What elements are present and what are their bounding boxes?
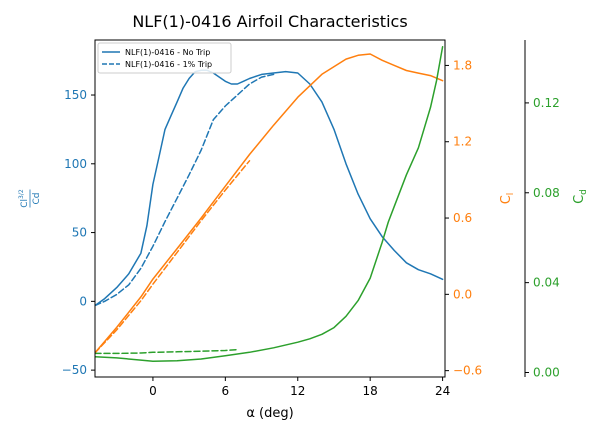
svg-text:Cl3/2: Cl3/2 [18,189,30,208]
legend: NLF(1)-0416 - No Trip NLF(1)-0416 - 1% Tr… [97,42,232,74]
cd-tick-label: 0.00 [533,366,560,380]
x-tick-label: 12 [290,384,305,398]
cl-axis-label: Cl [499,193,516,205]
cd-tick-label: 0.12 [533,96,560,110]
ld-tick-label: 0 [79,294,87,308]
cd-tick-label: 0.08 [533,186,560,200]
cl-tick-label: 0.0 [453,287,472,301]
chart-title: NLF(1)-0416 Airfoil Characteristics [132,12,407,31]
x-tick-label: 18 [363,384,378,398]
x-axis-label: α (deg) [246,406,293,421]
ld-axis-label: Cl3/2 Cd [18,189,42,208]
series-line-3 [95,53,444,354]
ld-tick-label: −50 [62,363,87,377]
cd-axis-label: Cd [572,189,589,204]
x-tick-label: 24 [435,384,450,398]
cl-tick-label: 1.8 [453,58,472,72]
series-line-6 [95,348,239,355]
cl-tick-label: 0.6 [453,211,472,225]
plot-area [95,45,444,363]
cl-tick-label: −0.6 [453,364,482,378]
x-tick-label: 0 [149,384,157,398]
legend-entry-1: NLF(1)-0416 - No Trip [125,48,210,57]
series-line-1 [95,69,444,307]
x-tick-label: 6 [222,384,230,398]
ld-tick-label: 100 [64,157,87,171]
cd-tick-label: 0.04 [533,276,560,290]
ld-tick-label: 150 [64,88,87,102]
ld-tick-label: 50 [72,226,87,240]
legend-entry-2: NLF(1)-0416 - 1% Trip [125,60,212,69]
cl-tick-label: 1.2 [453,135,472,149]
plot-frame [94,39,446,378]
svg-text:Cd: Cd [32,193,42,205]
series-line-4 [95,160,251,354]
series-line-2 [95,73,275,307]
series-line-5 [95,45,444,363]
legend-box [97,42,232,74]
